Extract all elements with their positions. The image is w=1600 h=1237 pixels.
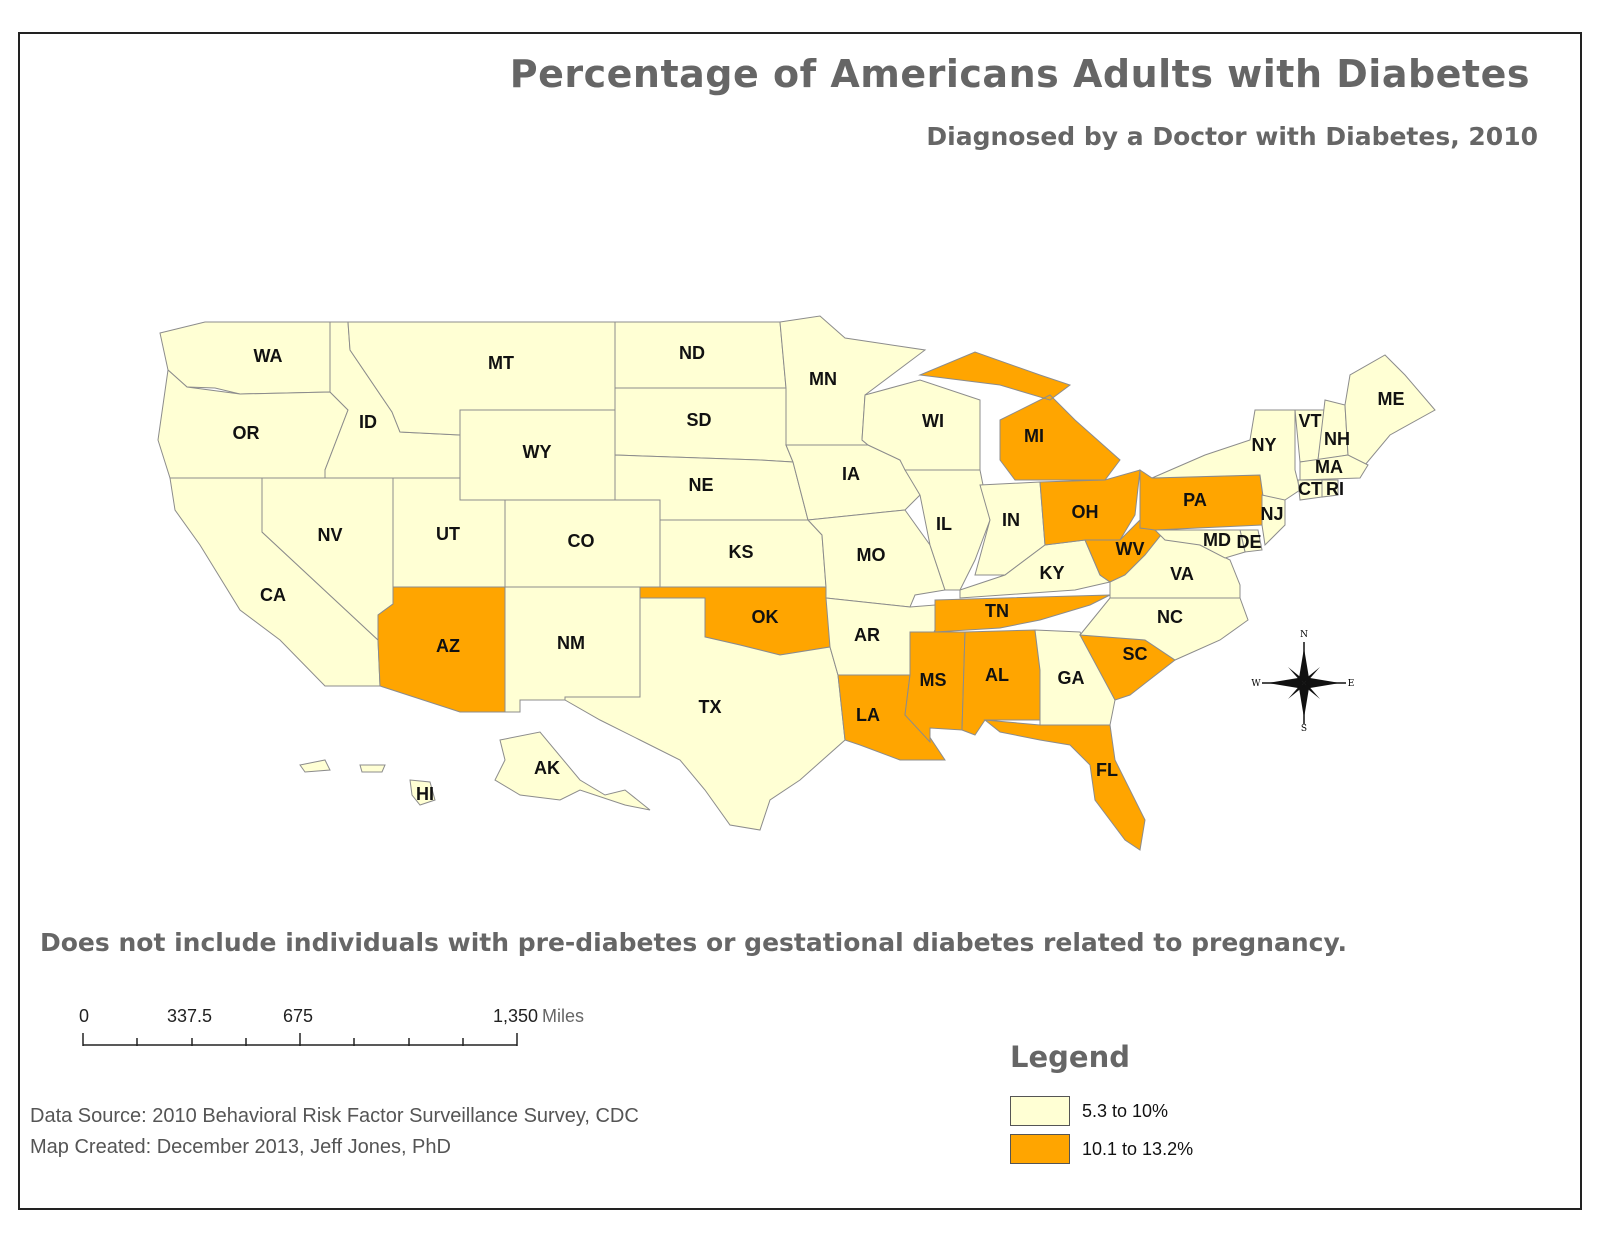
state-label-wi: WI <box>922 411 944 431</box>
compass-s-label: S <box>1301 724 1307 734</box>
scale-bar-graphic <box>82 1033 518 1046</box>
state-label-va: VA <box>1170 564 1194 584</box>
state-fl <box>983 719 1146 851</box>
data-source-text: Data Source: 2010 Behavioral Risk Factor… <box>30 1105 639 1127</box>
state-label-il: IL <box>936 514 952 534</box>
scale-unit-label: Miles <box>542 1006 585 1026</box>
state-md <box>1153 529 1246 559</box>
state-label-ia: IA <box>842 464 860 484</box>
state-label-md: MD <box>1203 530 1231 550</box>
state-nj <box>1261 494 1286 547</box>
legend-swatch-high <box>1010 1134 1070 1164</box>
state-label-mt: MT <box>488 353 514 373</box>
state-label-ar: AR <box>854 625 880 645</box>
state-label-ca: CA <box>260 585 286 605</box>
state-label-sc: SC <box>1122 644 1147 664</box>
state-label-ne: NE <box>688 475 713 495</box>
state-label-nv: NV <box>317 525 342 545</box>
legend-item-low: 5.3 to 10% <box>1010 1096 1193 1126</box>
state-label-de: DE <box>1236 532 1261 552</box>
state-label-ok: OK <box>752 607 779 627</box>
map-frame <box>18 32 1582 1210</box>
compass-w-label: W <box>1251 679 1261 689</box>
state-label-or: OR <box>233 423 260 443</box>
state-label-la: LA <box>856 705 880 725</box>
credits: Data Source: 2010 Behavioral Risk Factor… <box>30 1105 639 1167</box>
state-ri <box>1321 479 1339 498</box>
state-label-id: ID <box>359 412 377 432</box>
state-label-tn: TN <box>985 601 1009 621</box>
legend-item-high: 10.1 to 13.2% <box>1010 1134 1193 1164</box>
state-label-wa: WA <box>254 346 283 366</box>
state-label-mi: MI <box>1024 426 1044 446</box>
compass-e-label: E <box>1348 679 1355 689</box>
scale-tick-label: 675 <box>283 1006 314 1026</box>
state-label-nm: NM <box>557 633 585 653</box>
state-label-nd: ND <box>679 343 705 363</box>
state-label-nh: NH <box>1324 429 1350 449</box>
state-label-ma: MA <box>1315 457 1343 477</box>
state-tx <box>564 597 846 831</box>
state-me <box>1344 354 1436 466</box>
state-ma <box>1299 454 1369 481</box>
state-label-mn: MN <box>809 369 837 389</box>
state-label-mo: MO <box>857 545 886 565</box>
state-label-ct: CT <box>1298 479 1322 499</box>
legend-title: Legend <box>1010 1040 1130 1074</box>
state-ak <box>494 731 651 811</box>
state-wa <box>159 321 331 395</box>
state-mo <box>806 509 946 608</box>
state-label-co: CO <box>568 531 595 551</box>
state-label-ri: RI <box>1326 479 1344 499</box>
state-label-oh: OH <box>1072 502 1099 522</box>
scale-tick-label: 337.5 <box>167 1006 213 1026</box>
state-nc <box>1079 597 1249 661</box>
state-label-ky: KY <box>1039 563 1064 583</box>
state-label-ms: MS <box>920 670 947 690</box>
footnote: Does not include individuals with pre-di… <box>40 928 1347 957</box>
state-label-hi: HI <box>416 784 434 804</box>
compass-n-label: N <box>1300 630 1308 640</box>
scale-tick-label: 1,350 <box>493 1006 539 1026</box>
state-label-nc: NC <box>1157 607 1183 627</box>
state-label-ak: AK <box>534 758 560 778</box>
state-label-ks: KS <box>728 542 753 562</box>
state-label-az: AZ <box>436 636 460 656</box>
state-labels: WAORCANVIDMTWYUTAZCONMNDSDNEKSOKTXMNIAMO… <box>233 343 1405 804</box>
compass-rose-icon: N S W E <box>1251 630 1354 734</box>
state-hi <box>299 759 436 806</box>
state-label-pa: PA <box>1183 490 1207 510</box>
map-subtitle: Diagnosed by a Doctor with Diabetes, 201… <box>926 122 1538 151</box>
scale-tick-label: 0 <box>79 1006 90 1026</box>
state-label-ga: GA <box>1058 668 1085 688</box>
state-label-ny: NY <box>1251 435 1276 455</box>
state-label-ut: UT <box>436 524 460 544</box>
state-shapes <box>157 315 1436 851</box>
state-label-me: ME <box>1378 389 1405 409</box>
map-title: Percentage of Americans Adults with Diab… <box>509 52 1530 96</box>
state-label-vt: VT <box>1298 411 1321 431</box>
state-tn <box>934 594 1111 633</box>
state-label-fl: FL <box>1096 760 1118 780</box>
state-label-sd: SD <box>686 410 711 430</box>
state-label-tx: TX <box>698 697 721 717</box>
scale-bar: 0 337.5 675 1,350 Miles <box>70 1000 630 1060</box>
state-label-al: AL <box>985 665 1009 685</box>
state-oh <box>1039 469 1141 546</box>
state-label-in: IN <box>1002 510 1020 530</box>
legend-swatch-low <box>1010 1096 1070 1126</box>
map-created-text: Map Created: December 2013, Jeff Jones, … <box>30 1136 451 1158</box>
legend: Legend 5.3 to 10% 10.1 to 13.2% <box>1010 1040 1193 1172</box>
legend-label-high: 10.1 to 13.2% <box>1082 1138 1194 1159</box>
state-label-wy: WY <box>523 442 552 462</box>
state-label-nj: NJ <box>1260 504 1283 524</box>
state-label-wv: WV <box>1116 539 1145 559</box>
legend-label-low: 5.3 to 10% <box>1082 1100 1169 1121</box>
